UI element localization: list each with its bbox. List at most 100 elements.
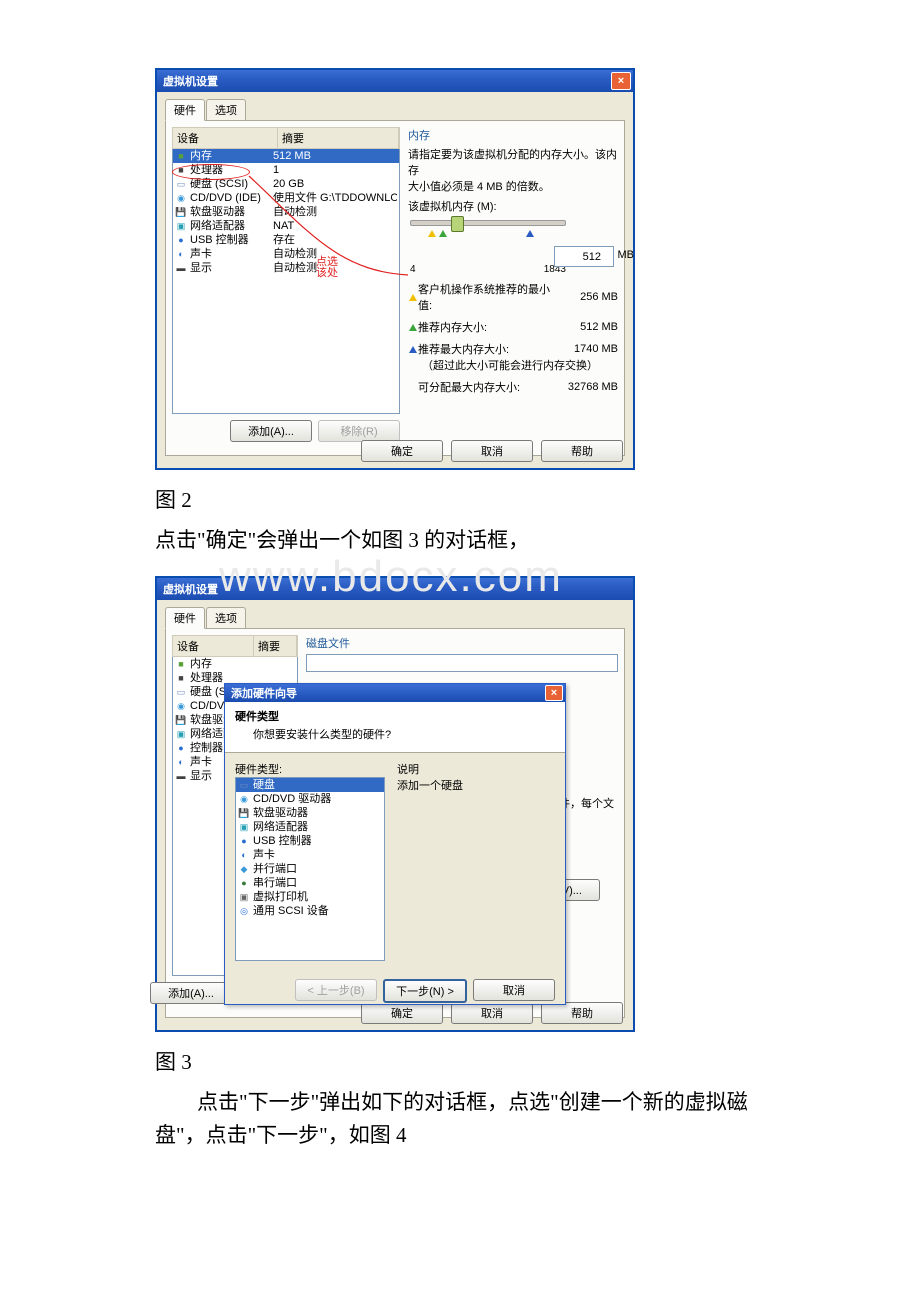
hardware-icon: ◐	[238, 849, 250, 861]
memory-slider[interactable]	[410, 220, 566, 226]
slider-thumb-icon[interactable]	[451, 216, 464, 232]
device-icon: ■	[175, 672, 187, 684]
memory-spinner[interactable]	[554, 246, 614, 267]
titlebar[interactable]: 虚拟机设置	[157, 578, 633, 600]
hardware-name: 硬盘	[253, 778, 275, 792]
hardware-icon: ◉	[238, 793, 250, 805]
rec-value: 512 MB	[556, 321, 618, 333]
hardware-icon: ▭	[238, 779, 250, 791]
ok-button[interactable]: 确定	[361, 440, 443, 462]
alloc-max-value: 32768 MB	[556, 381, 618, 393]
device-name: 声卡	[190, 247, 212, 261]
figure-caption-3: 图 3	[155, 1046, 770, 1076]
device-icon: ▭	[175, 686, 187, 698]
device-name: 网络适配器	[190, 219, 245, 233]
back-button: < 上一步(B)	[295, 979, 377, 1001]
hardware-type-item[interactable]: ◎通用 SCSI 设备	[236, 904, 384, 918]
hardware-name: 网络适配器	[253, 820, 308, 834]
device-icon: ◐	[175, 756, 187, 768]
remove-button: 移除(R)	[318, 420, 400, 442]
hardware-type-item[interactable]: ●USB 控制器	[236, 834, 384, 848]
device-name: USB 控制器	[190, 233, 249, 247]
hardware-type-item[interactable]: ▭硬盘	[236, 778, 384, 792]
tab-panel: 设备 摘要 ■内存■处理器▭硬盘 (SCSI◉CD/DVD (ID💾软盘驱动器▣…	[165, 628, 625, 1018]
device-icon: ▣	[175, 220, 187, 232]
hardware-name: 串行端口	[253, 876, 297, 890]
close-icon[interactable]: ×	[545, 685, 563, 701]
tab-options[interactable]: 选项	[206, 607, 246, 629]
hardware-type-item[interactable]: ▣网络适配器	[236, 820, 384, 834]
rec-label: 推荐内存大小:	[418, 319, 556, 335]
device-name: 内存	[190, 657, 212, 671]
hardware-name: 并行端口	[253, 862, 297, 876]
tab-options[interactable]: 选项	[206, 99, 246, 121]
hardware-type-item[interactable]: ▣虚拟打印机	[236, 890, 384, 904]
col-device: 设备	[173, 128, 278, 148]
vm-settings-window-1: 虚拟机设置 × 硬件 选项 设备 摘要 ■内存512 MB■处理器1▭硬盘 (S…	[155, 68, 635, 470]
help-button[interactable]: 帮助	[541, 440, 623, 462]
description-text: 添加一个硬盘	[397, 777, 555, 793]
next-button[interactable]: 下一步(N) >	[383, 979, 467, 1003]
figure-caption-2: 图 2	[155, 484, 770, 514]
device-icon: 💾	[175, 206, 187, 218]
left-column: 设备 摘要 ■内存512 MB■处理器1▭硬盘 (SCSI)20 GB◉CD/D…	[172, 127, 400, 449]
hardware-type-item[interactable]: ◆并行端口	[236, 862, 384, 876]
device-icon: ■	[175, 658, 187, 670]
description-label: 说明	[397, 761, 555, 777]
body-text-1: 点击"确定"会弹出一个如图 3 的对话框，	[155, 524, 770, 558]
memory-label: 该虚拟机内存 (M):	[408, 198, 618, 214]
hardware-type-item[interactable]: ◉CD/DVD 驱动器	[236, 792, 384, 806]
device-icon: 💾	[175, 714, 187, 726]
wizard-cancel-button[interactable]: 取消	[473, 979, 555, 1001]
list-buttons: 添加(A)... 移除(R)	[172, 414, 400, 442]
device-row[interactable]: ■内存512 MB	[173, 149, 399, 163]
device-row[interactable]: ■内存	[173, 657, 297, 671]
hardware-name: CD/DVD 驱动器	[253, 792, 331, 806]
wizard-title: 添加硬件向导	[231, 685, 545, 701]
device-name: 显示	[190, 769, 212, 783]
hardware-name: 声卡	[253, 848, 275, 862]
hardware-type-item[interactable]: ◐声卡	[236, 848, 384, 862]
window-title: 虚拟机设置	[163, 73, 611, 89]
device-name: 控制器	[190, 741, 223, 755]
annotation-text-2: 该处	[316, 268, 338, 279]
wizard-right: 说明 添加一个硬盘	[397, 761, 555, 971]
device-name: 处理器	[190, 671, 223, 685]
wizard-left: 硬件类型: ▭硬盘◉CD/DVD 驱动器💾软盘驱动器▣网络适配器●USB 控制器…	[235, 761, 385, 971]
body-text-2: 点击"下一步"弹出如下的对话框，点选"创建一个新的虚拟磁盘"，点击"下一步"，如…	[155, 1086, 770, 1153]
hardware-type-item[interactable]: 💾软盘驱动器	[236, 806, 384, 820]
hardware-type-list[interactable]: ▭硬盘◉CD/DVD 驱动器💾软盘驱动器▣网络适配器●USB 控制器◐声卡◆并行…	[235, 777, 385, 961]
device-summary: 512 MB	[273, 149, 397, 163]
close-icon[interactable]: ×	[611, 72, 631, 90]
vm-settings-window-2: 虚拟机设置 硬件 选项 设备 摘要 ■内存■处理器▭硬盘 (SCSI◉CD/DV…	[155, 576, 635, 1032]
add-button[interactable]: 添加(A)...	[230, 420, 312, 442]
device-icon: ●	[175, 742, 187, 754]
wizard-subheading: 你想要安装什么类型的硬件?	[235, 726, 555, 742]
device-icon: ▭	[175, 178, 187, 190]
memory-desc-1: 请指定要为该虚拟机分配的内存大小。该内存	[408, 146, 618, 178]
rec-max-value: 1740 MB	[556, 343, 618, 355]
add-button[interactable]: 添加(A)...	[150, 982, 232, 1004]
hardware-icon: ◎	[238, 905, 250, 917]
disk-file-field[interactable]	[306, 654, 618, 672]
titlebar[interactable]: 虚拟机设置 ×	[157, 70, 633, 92]
marker-green-icon	[439, 230, 447, 237]
rec-max-label: 推荐最大内存大小:	[418, 341, 556, 357]
tab-strip: 硬件 选项	[165, 98, 625, 120]
memory-desc-2: 大小值必须是 4 MB 的倍数。	[408, 178, 618, 194]
dialog-buttons: 确定 取消 帮助	[361, 440, 623, 462]
wizard-header: 硬件类型 你想要安装什么类型的硬件?	[225, 702, 565, 753]
tab-hardware[interactable]: 硬件	[165, 607, 205, 629]
hardware-name: 虚拟打印机	[253, 890, 308, 904]
triangle-yellow-icon	[409, 294, 417, 301]
device-icon: ●	[175, 234, 187, 246]
device-icon: ▬	[175, 770, 187, 782]
tab-hardware[interactable]: 硬件	[165, 99, 205, 121]
window-title: 虚拟机设置	[163, 581, 631, 597]
hardware-type-item[interactable]: ●串行端口	[236, 876, 384, 890]
wizard-body: 硬件类型: ▭硬盘◉CD/DVD 驱动器💾软盘驱动器▣网络适配器●USB 控制器…	[225, 753, 565, 979]
col-summary: 摘要	[278, 128, 399, 148]
add-hardware-wizard: 添加硬件向导 × 硬件类型 你想要安装什么类型的硬件? 硬件类型: ▭硬盘◉CD…	[224, 683, 566, 1005]
wizard-titlebar[interactable]: 添加硬件向导 ×	[225, 684, 565, 702]
cancel-button[interactable]: 取消	[451, 440, 533, 462]
